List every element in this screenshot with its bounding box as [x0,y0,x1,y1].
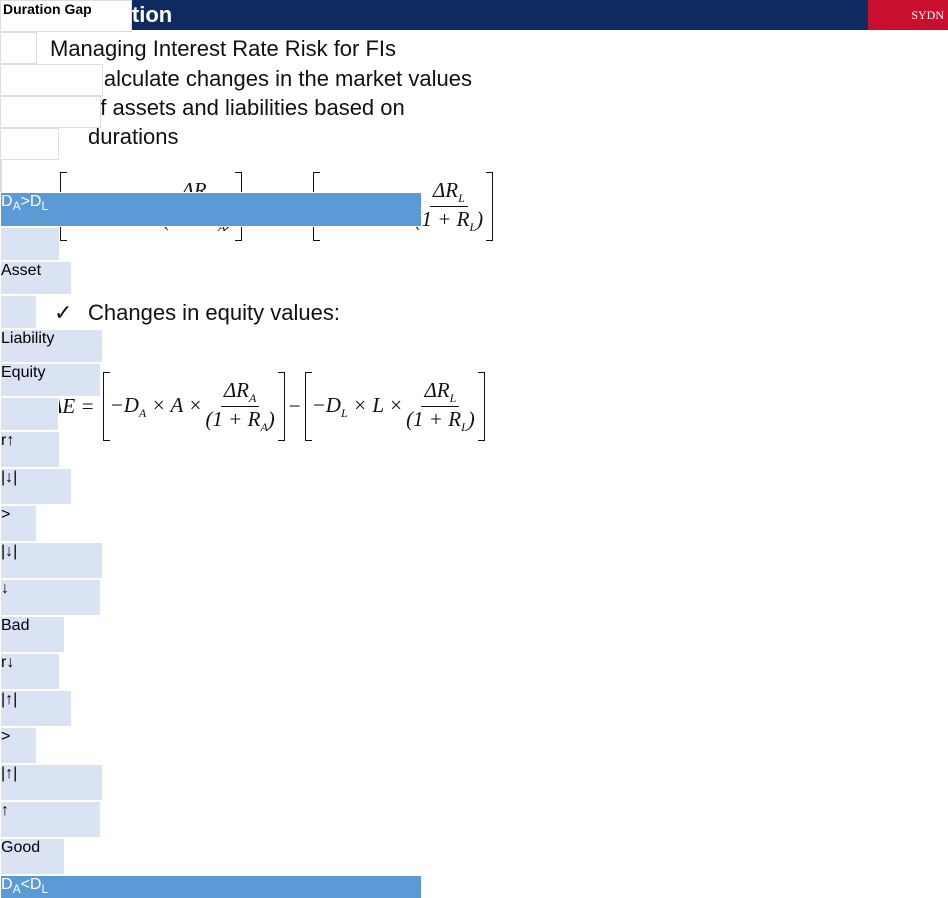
subscript: A [12,882,21,897]
math-text: × A × [146,392,203,417]
subscript: A [260,420,268,435]
math-text: ΔR [223,378,250,402]
table-cell: |↓| [0,468,72,505]
table-cell: > [0,505,37,542]
subscript: A [218,220,226,235]
subscript: A [138,405,147,420]
subscript: L [340,405,348,420]
bullet-text: Managing Interest Rate Risk for FIs [50,36,397,61]
table-cell: Bad [0,616,65,653]
fraction: ΔRL (1 + RL) [406,378,475,435]
table-cell: |↑| [0,764,103,801]
math-text: (1 + R [414,207,470,232]
check-text: Changes in equity values: [88,300,340,325]
math-text: ΔR [432,178,459,202]
table-cell: Liability [0,329,103,363]
operator: − [288,394,301,419]
title-bar [0,0,948,30]
table-cell: Equity [0,363,101,397]
fraction: ΔRL (1 + RL) [414,178,483,235]
logo: SYDN [868,0,948,30]
table-cell: Asset [0,261,72,295]
subscript: L [41,199,49,214]
table-cell [0,295,37,329]
numerator: ΔRA [220,378,260,408]
formula: ΔE = −DA × A × ΔRA (1 + RA) − −DL × L × ΔRL (1 … [50,372,489,442]
subscript: A [12,199,21,214]
math-text: D [1,193,13,210]
table-cell [0,227,60,261]
table-cell: Good [0,838,65,875]
table-cell [0,397,59,431]
bracket: −DL × L ×ΔRL(1 + RL) [304,372,485,442]
subscript: L [41,882,49,897]
math-text: ΔR [424,378,450,402]
math-text: (1 + R [205,407,261,432]
table-cell: ↓ [0,579,101,616]
table-cell [0,160,2,192]
table-cell [0,32,37,64]
check-text: Calculate changes in the market values o… [88,66,472,149]
subscript: L [449,391,457,406]
table-cell [0,96,101,128]
subscript: L [458,191,465,206]
denominator: (1 + RA) [205,407,274,435]
table-cell: > [0,727,37,764]
section-heading: DA>DL [0,192,422,227]
math-text: (1 + R [406,407,462,432]
table-cell: Duration Gap [0,0,132,32]
denominator: (1 + RL) [406,407,475,435]
table-cell: ↑ [0,801,101,838]
math-text: × L × [347,392,404,417]
bracket: −DA × A ×ΔRA(1 + RA) [102,372,285,442]
table-cell [0,128,59,160]
math-text: −D [109,392,139,417]
math-text: <D [20,876,42,893]
subscript: L [469,220,477,235]
subscript: L [461,420,468,435]
numerator: ΔRL [429,178,468,208]
numerator: ΔRL [421,378,460,408]
denominator: (1 + RL) [414,207,483,235]
term: −DL × L × [312,393,403,421]
table: Duration Gap DA>DL Asset Liability Equity r↑ |… [0,0,422,898]
math-text: ) [267,407,275,432]
check-mark: ✓ [54,300,73,325]
fraction: ΔRA(1 + RA) [205,378,274,435]
table-cell: |↓| [0,542,103,579]
math-text: D [1,876,13,893]
table-cell [0,64,103,96]
math-text: −D [311,392,341,417]
term: −DA × A × [110,393,203,421]
math-text: ) [476,207,484,232]
table-cell: r↑ [0,431,60,468]
table-cell: |↑| [0,690,72,727]
math-text: >D [20,193,42,210]
table-cell: r↓ [0,653,60,690]
section-heading: DA<DL [0,875,422,898]
math-text: ) [467,407,475,432]
subscript: A [249,391,257,406]
